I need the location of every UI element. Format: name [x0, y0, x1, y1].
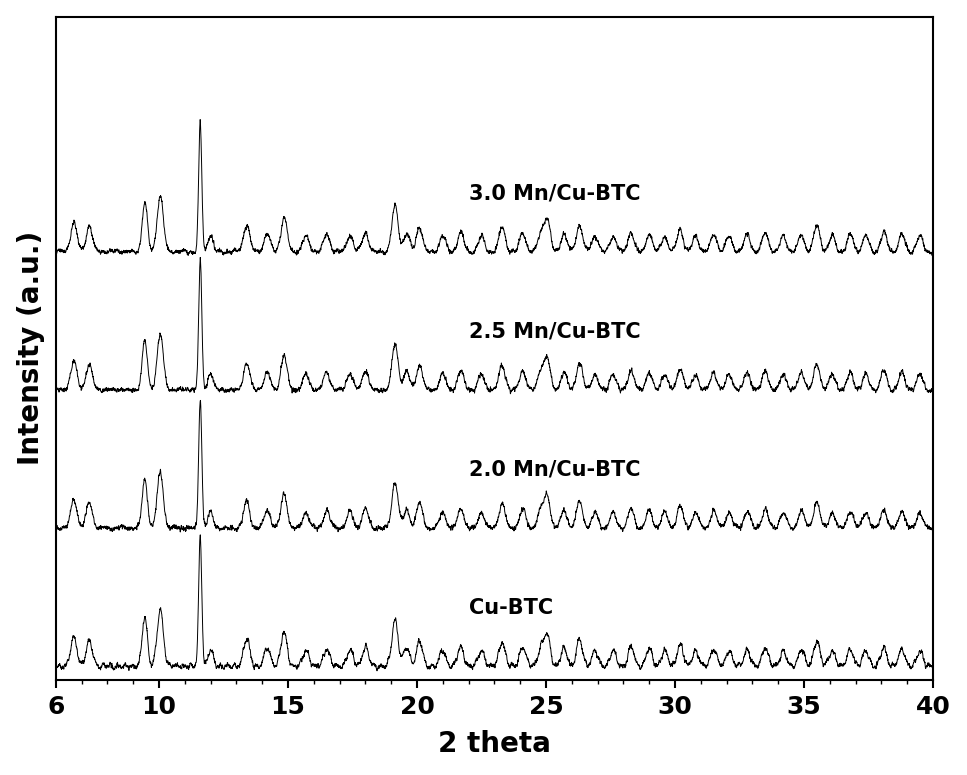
Text: 2.5 Mn/Cu-BTC: 2.5 Mn/Cu-BTC [469, 322, 640, 342]
Y-axis label: Intensity (a.u.): Intensity (a.u.) [16, 231, 44, 466]
X-axis label: 2 theta: 2 theta [438, 730, 551, 758]
Text: 3.0 Mn/Cu-BTC: 3.0 Mn/Cu-BTC [469, 183, 640, 203]
Text: Cu-BTC: Cu-BTC [469, 598, 553, 618]
Text: 2.0 Mn/Cu-BTC: 2.0 Mn/Cu-BTC [469, 460, 640, 480]
